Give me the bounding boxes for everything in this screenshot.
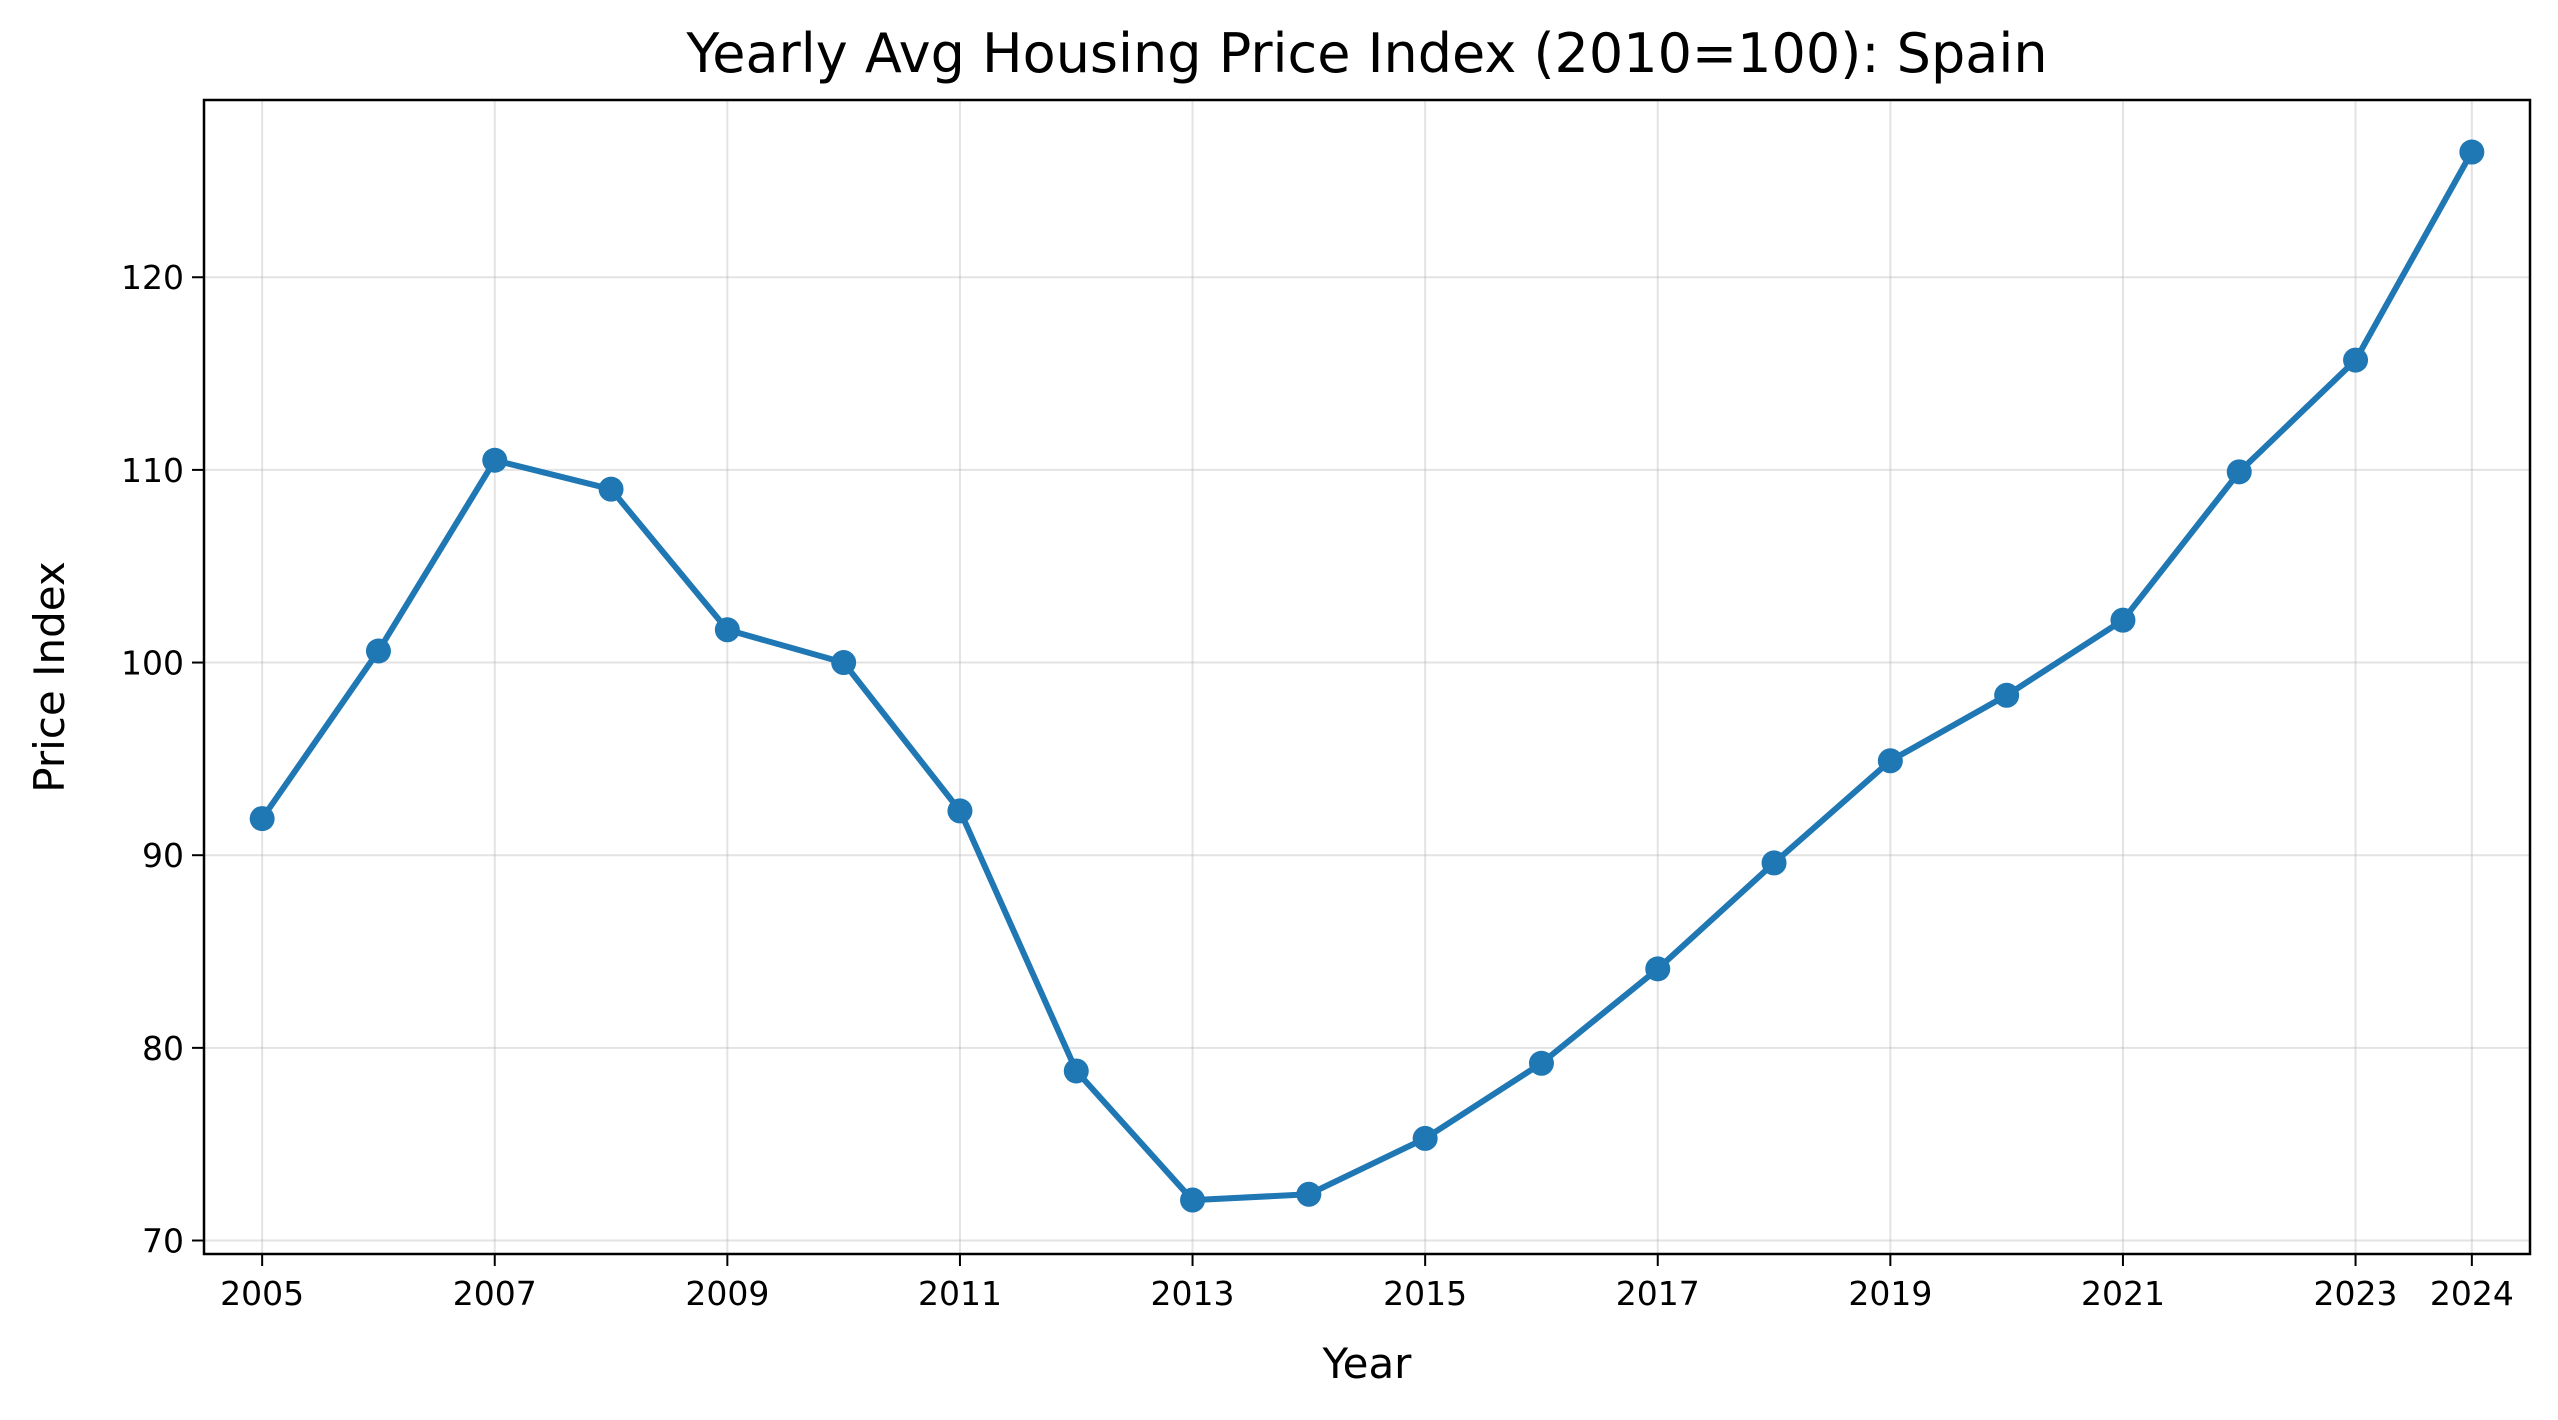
data-point	[947, 798, 973, 824]
y-axis-label: Price Index	[25, 561, 74, 792]
x-tick-label: 2024	[2430, 1274, 2514, 1313]
x-tick-label: 2023	[2314, 1274, 2398, 1313]
x-axis-label: Year	[1322, 1339, 1413, 1388]
y-tick-label: 100	[121, 644, 184, 683]
data-series	[249, 139, 2485, 1213]
x-tick-label: 2021	[2081, 1274, 2165, 1313]
data-point	[714, 617, 740, 643]
data-point	[598, 476, 624, 502]
data-point	[2459, 139, 2485, 165]
data-point	[1063, 1058, 1089, 1084]
data-point	[1994, 682, 2020, 708]
data-point	[1296, 1181, 1322, 1207]
x-tick-label: 2007	[453, 1274, 537, 1313]
x-tick-label: 2015	[1383, 1274, 1467, 1313]
data-point	[1528, 1050, 1554, 1076]
data-point	[482, 447, 508, 473]
data-point	[1645, 956, 1671, 982]
chart-title: Yearly Avg Housing Price Index (2010=100…	[685, 22, 2047, 85]
data-point	[2343, 347, 2369, 373]
y-tick-label: 110	[121, 451, 184, 490]
y-tick-label: 70	[142, 1222, 184, 1261]
data-point	[249, 806, 275, 832]
grid-lines	[204, 100, 2530, 1254]
data-point	[1412, 1125, 1438, 1151]
data-point	[365, 638, 391, 664]
data-point	[1761, 850, 1787, 876]
x-tick-label: 2005	[220, 1274, 304, 1313]
y-tick-label: 120	[121, 258, 184, 297]
data-point	[1877, 748, 1903, 774]
y-tick-label: 80	[142, 1029, 184, 1068]
x-tick-label: 2011	[918, 1274, 1002, 1313]
data-point	[831, 650, 857, 676]
series-line	[259, 150, 2475, 1204]
x-tick-label: 2013	[1151, 1274, 1235, 1313]
x-tick-label: 2009	[685, 1274, 769, 1313]
y-tick-label: 90	[142, 836, 184, 875]
data-point	[2110, 607, 2136, 633]
x-tick-label: 2017	[1616, 1274, 1700, 1313]
plot-frame	[202, 98, 2532, 1256]
axis-ticks: 2005 2007 2009 2011 2013 2015 2017 2019 2021 2023…	[121, 258, 2514, 1313]
data-point	[1180, 1187, 1206, 1213]
x-tick-label: 2019	[1848, 1274, 1932, 1313]
data-point	[2226, 459, 2252, 485]
